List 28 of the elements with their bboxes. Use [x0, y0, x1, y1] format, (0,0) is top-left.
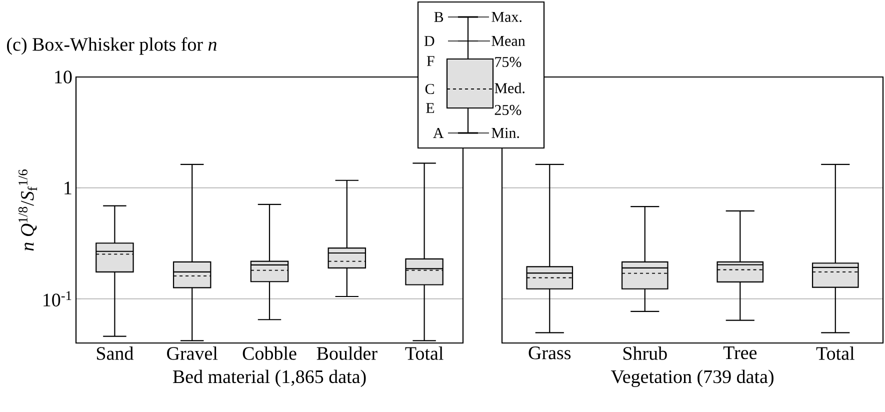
x-tick-label: Gravel [167, 346, 218, 360]
annotation: Med. [494, 82, 524, 94]
annotation: A [433, 128, 444, 138]
x-axis-title: Bed material (1,865 data) [172, 370, 366, 387]
x-axis-title: Vegetation (739 data) [610, 370, 774, 388]
annotation: E [426, 103, 434, 113]
text: B [434, 12, 444, 22]
x-tick-label: Boulder [316, 346, 378, 360]
annotation: 25% [494, 104, 522, 116]
y-tick-label: 10 [55, 70, 72, 84]
text: F [426, 56, 434, 66]
x-tick-label: Total [816, 346, 854, 360]
text: D [424, 36, 434, 46]
annotation: Min. [492, 128, 519, 138]
x-tick-label: Total [405, 346, 444, 360]
y-axis-title: n Q$^{1/8}$/S$_{f}$1/6 [18, 170, 38, 251]
text: 75% [495, 56, 522, 68]
y-tick-label: 1 [64, 182, 72, 194]
x-tick-label: Grass [528, 346, 571, 360]
text: Max. [492, 12, 522, 22]
chart-title: (c) Box-Whisker plots for n [7, 37, 216, 55]
annotation: C [425, 84, 434, 94]
text: Mean [492, 36, 526, 46]
x-tick-label: Shrub [623, 346, 667, 360]
x-tick-label: Cobble [242, 346, 296, 360]
x-tick-label: Tree [723, 346, 757, 360]
y-tick-label: 10$^{-1}$ [44, 291, 72, 306]
x-tick-label: Sand [96, 346, 134, 360]
